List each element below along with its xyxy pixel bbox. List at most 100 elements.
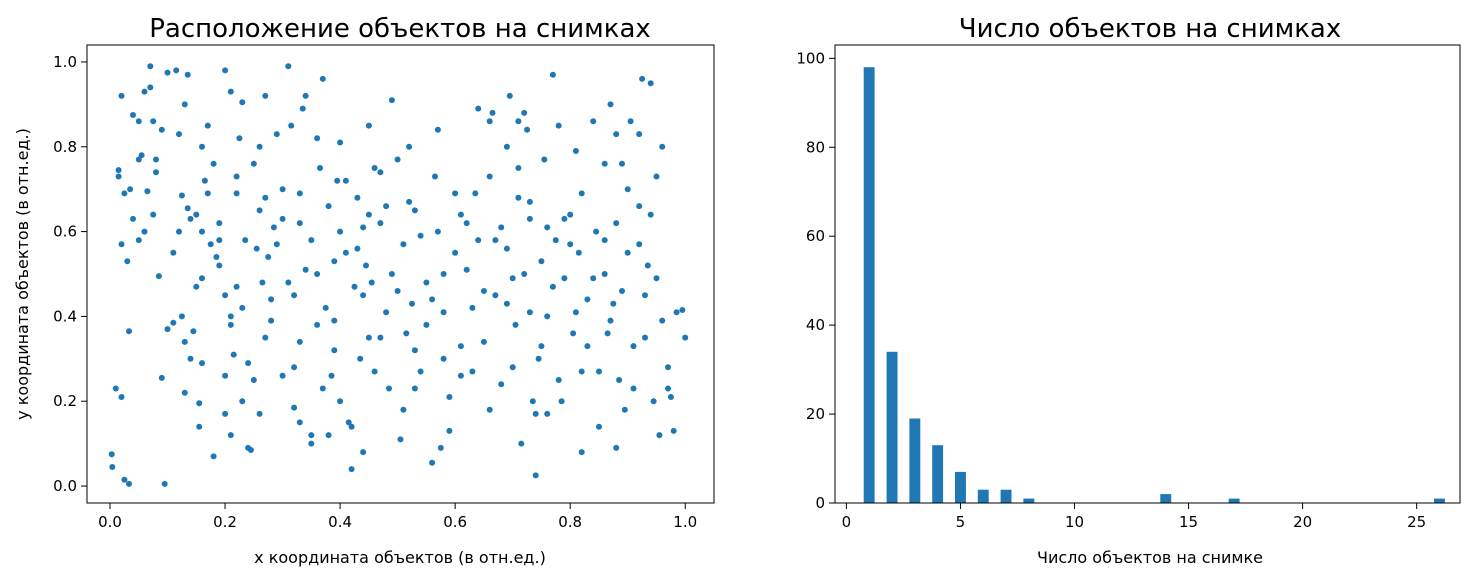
- scatter-y-tick-label: 0.2: [53, 392, 77, 410]
- scatter-point: [253, 245, 260, 252]
- scatter-point: [386, 385, 392, 392]
- scatter-point: [624, 249, 631, 256]
- scatter-point: [164, 69, 171, 76]
- scatter-point: [423, 279, 430, 286]
- bar-y-tick-label: 60: [806, 227, 825, 245]
- scatter-point: [613, 220, 620, 227]
- scatter-point: [331, 347, 338, 354]
- scatter-point: [337, 139, 344, 146]
- scatter-point: [216, 262, 223, 269]
- scatter-point: [227, 313, 234, 320]
- scatter-point: [187, 355, 194, 362]
- scatter-point: [245, 360, 252, 367]
- bar: [886, 351, 898, 503]
- scatter-point: [308, 432, 315, 439]
- bar-y-tick-label: 20: [806, 405, 825, 423]
- scatter-point: [630, 385, 637, 392]
- scatter-point: [653, 173, 660, 180]
- scatter-point: [199, 275, 205, 282]
- scatter-point: [524, 126, 531, 133]
- scatter-point: [184, 71, 191, 78]
- scatter-point: [630, 343, 637, 350]
- scatter-point: [354, 245, 361, 252]
- scatter-point: [348, 423, 355, 430]
- scatter-point: [440, 271, 447, 277]
- scatter-point: [273, 131, 280, 138]
- scatter-point: [515, 194, 522, 201]
- scatter-point: [360, 292, 367, 299]
- scatter-point: [429, 459, 436, 466]
- scatter-point: [486, 406, 493, 413]
- scatter-point: [452, 190, 459, 197]
- scatter-chart: Расположение объектов на снимках 0.0 0.2 0…: [13, 14, 715, 567]
- scatter-point: [265, 254, 272, 260]
- scatter-axes-frame: [86, 44, 715, 504]
- scatter-point: [472, 190, 479, 197]
- scatter-point: [575, 249, 582, 256]
- scatter-point: [503, 300, 510, 307]
- scatter-point: [193, 211, 200, 218]
- scatter-point: [322, 304, 329, 311]
- scatter-point: [653, 275, 660, 282]
- scatter-point: [314, 271, 321, 277]
- scatter-point: [400, 241, 407, 248]
- scatter-point: [115, 173, 122, 180]
- scatter-point: [624, 186, 631, 193]
- scatter-point: [164, 326, 171, 333]
- scatter-point: [187, 215, 194, 222]
- scatter-point: [337, 398, 344, 405]
- scatter-point: [558, 398, 565, 405]
- scatter-point: [521, 271, 528, 277]
- scatter-point: [354, 194, 361, 201]
- scatter-point: [532, 410, 539, 417]
- bar-series: [863, 67, 1445, 503]
- scatter-point: [170, 319, 177, 326]
- scatter-point: [377, 220, 384, 227]
- scatter-point: [308, 440, 315, 447]
- bar-x-tick-label: 25: [1407, 513, 1426, 531]
- scatter-point: [555, 122, 562, 129]
- scatter-point: [222, 372, 229, 379]
- scatter-point: [181, 101, 188, 108]
- scatter-point: [642, 334, 648, 341]
- scatter-point: [650, 398, 657, 405]
- scatter-point: [590, 275, 597, 282]
- scatter-point: [357, 355, 364, 362]
- scatter-point: [365, 122, 372, 129]
- scatter-point: [601, 160, 608, 167]
- scatter-title: Расположение объектов на снимках: [149, 14, 651, 44]
- scatter-point: [561, 215, 568, 222]
- scatter-point: [570, 330, 577, 337]
- scatter-point: [158, 374, 165, 381]
- scatter-point: [121, 190, 128, 197]
- bar-chart: Число объектов на снимках 0 5 10 15 20 25 0 20…: [796, 14, 1461, 567]
- scatter-point: [262, 194, 269, 201]
- scatter-point: [135, 237, 142, 244]
- scatter-point: [190, 328, 197, 335]
- scatter-point: [667, 394, 674, 400]
- scatter-point: [331, 258, 338, 265]
- scatter-point: [256, 207, 263, 214]
- scatter-point: [196, 423, 203, 430]
- scatter-point: [256, 143, 263, 150]
- scatter-point: [578, 449, 585, 456]
- bar-x-tick-label: 20: [1293, 513, 1312, 531]
- scatter-point: [670, 427, 677, 434]
- scatter-point: [613, 131, 620, 138]
- scatter-point: [636, 203, 643, 210]
- scatter-point: [201, 177, 208, 184]
- scatter-point: [314, 135, 321, 142]
- scatter-point: [325, 432, 332, 439]
- bar: [932, 445, 944, 503]
- bar: [1228, 498, 1240, 503]
- scatter-y-tick-label: 0.4: [53, 307, 77, 325]
- scatter-x-tick-label: 0.8: [558, 513, 582, 531]
- scatter-y-ticks: 0.0 0.2 0.4 0.6 0.8 1.0: [53, 53, 87, 495]
- scatter-point: [578, 368, 585, 375]
- scatter-point: [127, 186, 134, 193]
- scatter-point: [578, 190, 585, 197]
- scatter-point: [178, 192, 185, 199]
- scatter-point: [388, 97, 395, 104]
- scatter-point: [492, 237, 499, 244]
